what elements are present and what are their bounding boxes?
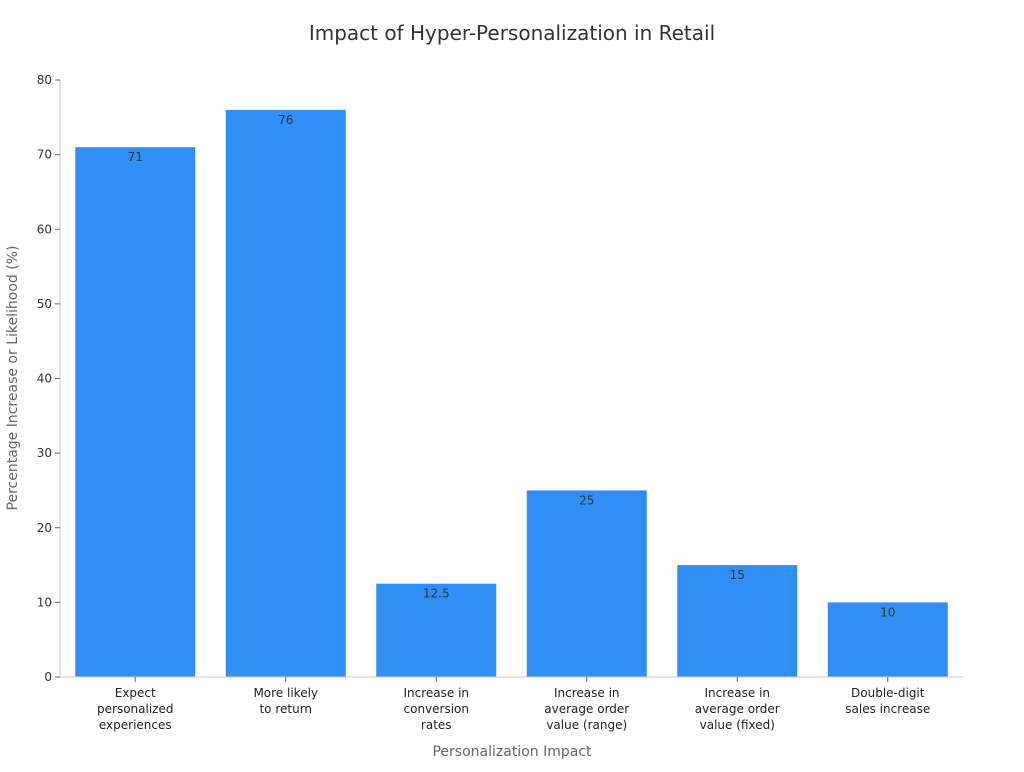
x-tick-label: Increase in conversion rates — [403, 686, 469, 732]
y-tick-label: 50 — [37, 297, 52, 311]
x-tick-label: Expect personalized experiences — [97, 686, 173, 732]
y-tick-label: 0 — [44, 670, 52, 684]
x-tick-label-line: Increase in — [704, 686, 770, 700]
y-axis-label: Percentage Increase or Likelihood (%) — [5, 246, 21, 511]
x-tick-label: More likely to return — [253, 686, 318, 716]
x-tick-label-line: experiences — [99, 718, 172, 732]
x-tick-label-line: More likely — [253, 686, 318, 700]
y-tick-label: 30 — [37, 446, 52, 460]
x-tick-label-line: value (range) — [546, 718, 627, 732]
bar — [376, 583, 497, 677]
data-label: 10 — [880, 605, 895, 619]
bar — [225, 109, 346, 678]
x-tick-label-line: Expect — [115, 686, 156, 700]
x-tick-label-line: conversion — [404, 702, 470, 716]
data-label: 25 — [579, 493, 594, 507]
y-tick-label: 60 — [37, 222, 52, 236]
y-tick-label: 80 — [37, 73, 52, 87]
y-tick-label: 10 — [37, 595, 52, 609]
x-tick-label-line: Double-digit — [851, 686, 925, 700]
x-tick-label-line: average order — [695, 702, 780, 716]
data-label: 15 — [730, 568, 745, 582]
x-tick-label-line: Increase in — [554, 686, 620, 700]
bar — [677, 565, 798, 677]
x-tick-label-line: to return — [259, 702, 312, 716]
x-tick-label-line: personalized — [97, 702, 173, 716]
y-tick-label: 40 — [37, 372, 52, 386]
bar — [526, 490, 647, 677]
y-tick-label: 70 — [37, 148, 52, 162]
x-tick-label: Increase in average order value (fixed) — [695, 686, 780, 732]
x-tick-label-line: Increase in — [403, 686, 469, 700]
chart-title: Impact of Hyper-Personalization in Retai… — [309, 21, 715, 45]
x-tick-label-line: average order — [544, 702, 629, 716]
x-tick-label: Double-digit sales increase — [845, 686, 930, 716]
x-axis-label: Personalization Impact — [432, 744, 592, 760]
data-label: 71 — [128, 150, 143, 164]
data-label: 76 — [278, 113, 293, 127]
bar — [75, 147, 196, 678]
bar — [827, 602, 948, 677]
x-tick-label-line: sales increase — [845, 702, 930, 716]
x-tick-label-line: value (fixed) — [700, 718, 775, 732]
y-tick-label: 20 — [37, 521, 52, 535]
x-tick-label: Increase in average order value (range) — [544, 686, 629, 732]
data-label: 12.5 — [423, 587, 450, 601]
x-tick-label-line: rates — [421, 718, 452, 732]
